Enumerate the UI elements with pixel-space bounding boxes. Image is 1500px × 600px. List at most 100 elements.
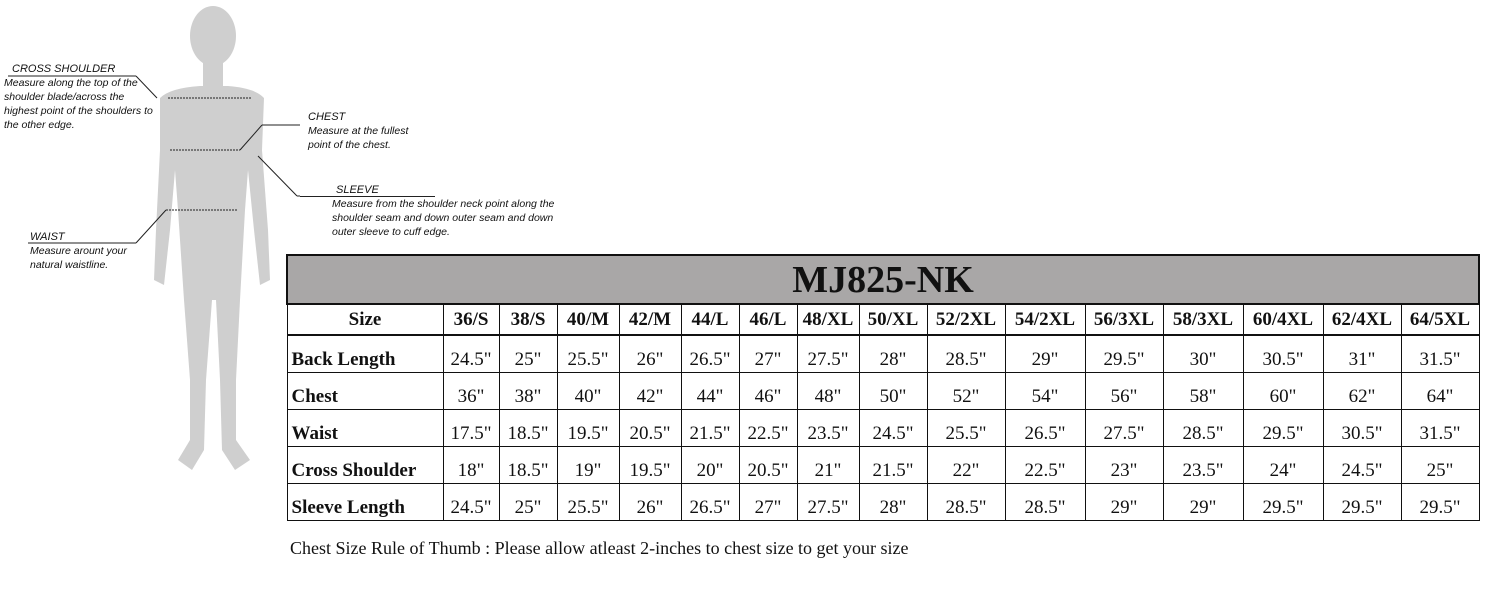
size-header-label: Size — [286, 303, 444, 336]
measurement-cell: 25.5" — [556, 334, 620, 373]
table-row: Cross Shoulder 18" 18.5" 19" 19.5" 20" 20.5" 21… — [286, 446, 1480, 484]
measurement-cell: 25" — [1400, 446, 1480, 484]
measurement-cell: 29.5" — [1242, 483, 1324, 521]
measurement-cell: 24.5" — [1322, 446, 1402, 484]
measurement-cell: 23" — [1084, 446, 1164, 484]
measurement-cell: 50" — [858, 372, 928, 410]
size-header-cell: 64/5XL — [1400, 303, 1480, 336]
measurement-cell: 28" — [858, 483, 928, 521]
measurement-cell: 22" — [926, 446, 1006, 484]
measurement-cell: 26.5" — [680, 483, 740, 521]
size-chart-table: MJ825-NK Size 36/S 38/S 40/M 42/M 44/L 46/L 48/… — [286, 254, 1480, 521]
measurement-cell: 22.5" — [738, 409, 798, 447]
measurement-cell: 54" — [1004, 372, 1086, 410]
measurement-cell: 30" — [1162, 334, 1244, 373]
measurement-cell: 28.5" — [1162, 409, 1244, 447]
measurement-cell: 29" — [1004, 334, 1086, 373]
measurement-cell: 25" — [498, 483, 558, 521]
measurement-cell: 23.5" — [796, 409, 860, 447]
measurement-cell: 40" — [556, 372, 620, 410]
chest-size-note: Chest Size Rule of Thumb : Please allow … — [290, 538, 909, 558]
measurement-cell: 19.5" — [556, 409, 620, 447]
measurement-cell: 27.5" — [796, 483, 860, 521]
row-label: Sleeve Length — [286, 483, 444, 521]
measurement-cell: 36" — [442, 372, 500, 410]
table-row: Back Length 24.5" 25" 25.5" 26" 26.5" 27" 27.5"… — [286, 334, 1480, 373]
measurement-cell: 21.5" — [680, 409, 740, 447]
size-header-cell: 52/2XL — [926, 303, 1006, 336]
measurement-cell: 64" — [1400, 372, 1480, 410]
size-header-cell: 42/M — [618, 303, 682, 336]
measurement-cell: 26" — [618, 483, 682, 521]
table-row: Chest 36" 38" 40" 42" 44" 46" 48" 50" 52" 54" 56" 58… — [286, 372, 1480, 410]
size-header-cell: 60/4XL — [1242, 303, 1324, 336]
measurement-cell: 21.5" — [858, 446, 928, 484]
size-header-cell: 36/S — [442, 303, 500, 336]
size-header-cell: 38/S — [498, 303, 558, 336]
measurement-cell: 60" — [1242, 372, 1324, 410]
size-header-cell: 54/2XL — [1004, 303, 1086, 336]
measurement-cell: 19.5" — [618, 446, 682, 484]
waist-title: WAIST — [30, 231, 65, 243]
measurement-cell: 29.5" — [1400, 483, 1480, 521]
cross-shoulder-title: CROSS SHOULDER — [12, 63, 116, 75]
size-header-cell: 56/3XL — [1084, 303, 1164, 336]
measurement-cell: 42" — [618, 372, 682, 410]
measurement-cell: 18.5" — [498, 446, 558, 484]
size-header-cell: 62/4XL — [1322, 303, 1402, 336]
measurement-cell: 58" — [1162, 372, 1244, 410]
measurement-cell: 24.5" — [442, 483, 500, 521]
measurement-cell: 29.5" — [1322, 483, 1402, 521]
measurement-cell: 28.5" — [926, 334, 1006, 373]
measurement-cell: 30.5" — [1322, 409, 1402, 447]
measurement-cell: 18" — [442, 446, 500, 484]
sleeve-text: Measure from the shoulder neck point alo… — [332, 198, 555, 238]
measurement-cell: 52" — [926, 372, 1006, 410]
size-header-cell: 58/3XL — [1162, 303, 1244, 336]
measurement-cell: 20.5" — [618, 409, 682, 447]
size-header-cell: 50/XL — [858, 303, 928, 336]
silhouette — [154, 6, 270, 470]
measurement-cell: 26.5" — [1004, 409, 1086, 447]
measurement-cell: 31.5" — [1400, 334, 1480, 373]
measurement-cell: 29" — [1162, 483, 1244, 521]
body-silhouette-figure — [8, 6, 300, 470]
measurement-cell: 17.5" — [442, 409, 500, 447]
table-row: Waist 17.5" 18.5" 19.5" 20.5" 21.5" 22.5" 23.5"… — [286, 409, 1480, 447]
measurement-cell: 25.5" — [556, 483, 620, 521]
row-label: Chest — [286, 372, 444, 410]
sleeve-title: SLEEVE — [336, 184, 379, 196]
measurement-cell: 27.5" — [1084, 409, 1164, 447]
measurement-cell: 27" — [738, 483, 798, 521]
size-header-cell: 48/XL — [796, 303, 860, 336]
measurement-cell: 22.5" — [1004, 446, 1086, 484]
measurement-cell: 26.5" — [680, 334, 740, 373]
size-header-cell: 40/M — [556, 303, 620, 336]
table-title: MJ825-NK — [286, 254, 1480, 305]
measurement-cell: 25" — [498, 334, 558, 373]
measurement-cell: 27.5" — [796, 334, 860, 373]
chest-annotation: CHEST Measure at the fullest point of th… — [308, 110, 433, 152]
size-header-cell: 44/L — [680, 303, 740, 336]
measurement-cell: 25.5" — [926, 409, 1006, 447]
measurement-cell: 46" — [738, 372, 798, 410]
size-header-row: Size 36/S 38/S 40/M 42/M 44/L 46/L 48/XL 50/XL 52… — [286, 303, 1480, 336]
measurement-cell: 38" — [498, 372, 558, 410]
measurement-cell: 19" — [556, 446, 620, 484]
waist-text: Measure arount your natural waistline. — [30, 245, 127, 271]
measurement-cell: 31.5" — [1400, 409, 1480, 447]
row-label: Back Length — [286, 334, 444, 373]
cross-shoulder-annotation: CROSS SHOULDER Measure along the top of … — [4, 62, 154, 132]
table-row: Sleeve Length 24.5" 25" 25.5" 26" 26.5" 27" 27.… — [286, 483, 1480, 521]
measurement-cell: 48" — [796, 372, 860, 410]
size-header-cell: 46/L — [738, 303, 798, 336]
measurement-cell: 24.5" — [858, 409, 928, 447]
cross-shoulder-text: Measure along the top of the shoulder bl… — [4, 77, 153, 131]
measurement-cell: 62" — [1322, 372, 1402, 410]
measurement-cell: 21" — [796, 446, 860, 484]
measurement-cell: 18.5" — [498, 409, 558, 447]
measurement-cell: 29.5" — [1084, 334, 1164, 373]
measurement-cell: 20" — [680, 446, 740, 484]
waist-annotation: WAIST Measure arount your natural waistl… — [30, 230, 150, 272]
measurement-cell: 29" — [1084, 483, 1164, 521]
